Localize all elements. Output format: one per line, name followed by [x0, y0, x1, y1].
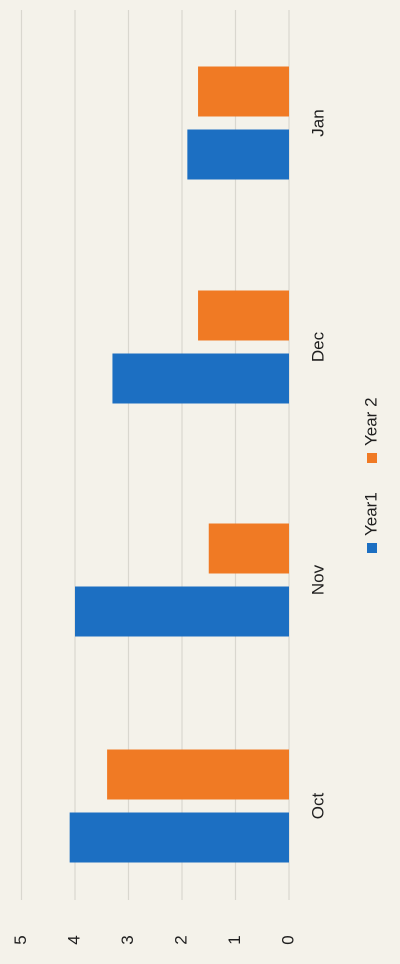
bar-nov-year-2: [208, 523, 289, 574]
bar-jan-year-2: [198, 66, 289, 117]
tick-label-1: 1: [225, 935, 244, 944]
bar-dec-year1: [112, 353, 289, 404]
legend-label-year1: Year1: [361, 492, 380, 536]
legend-swatch-year1: [367, 543, 377, 553]
bar-oct-year-2: [107, 749, 289, 800]
legend-label-year-2: Year 2: [361, 397, 380, 446]
bar-jan-year1: [187, 129, 289, 180]
bar-nov-year1: [75, 586, 289, 637]
value-axis-ticks: 0 1 2 3 4 5: [11, 935, 298, 944]
bars: [69, 66, 290, 863]
legend-swatch-year-2: [367, 453, 377, 463]
tick-label-3: 3: [118, 935, 137, 944]
tick-label-2: 2: [171, 935, 190, 944]
category-label-oct: Oct: [308, 793, 327, 820]
category-label-jan: Jan: [308, 109, 327, 136]
category-label-dec: Dec: [308, 331, 327, 362]
legend: Year1 Year 2: [361, 397, 380, 553]
category-axis-labels: Oct Nov Dec Jan: [308, 109, 327, 819]
tick-label-5: 5: [11, 935, 30, 944]
tick-label-0: 0: [278, 935, 297, 944]
bar-dec-year-2: [198, 290, 289, 341]
tick-label-4: 4: [64, 935, 83, 944]
bar-oct-year1: [69, 812, 290, 863]
category-label-nov: Nov: [308, 564, 327, 595]
